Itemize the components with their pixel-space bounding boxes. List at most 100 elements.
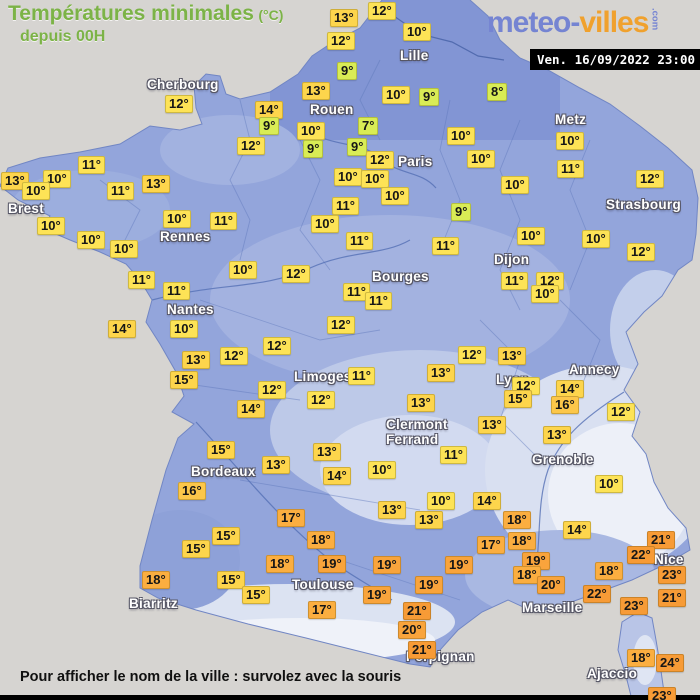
temp-label[interactable]: 10°	[382, 86, 410, 104]
temp-label[interactable]: 24°	[656, 654, 684, 672]
temp-label[interactable]: 23°	[620, 597, 648, 615]
temp-label[interactable]: 9°	[303, 140, 324, 158]
temp-label[interactable]: 13°	[302, 82, 330, 100]
temp-label[interactable]: 13°	[182, 351, 210, 369]
temp-label[interactable]: 13°	[142, 175, 170, 193]
temp-label[interactable]: 10°	[311, 215, 339, 233]
temp-label[interactable]: 10°	[170, 320, 198, 338]
temp-label[interactable]: 10°	[582, 230, 610, 248]
temp-label[interactable]: 10°	[297, 122, 325, 140]
temp-label[interactable]: 10°	[403, 23, 431, 41]
temp-label[interactable]: 13°	[498, 347, 526, 365]
temp-label[interactable]: 15°	[207, 441, 235, 459]
temp-label[interactable]: 13°	[415, 511, 443, 529]
temp-label[interactable]: 10°	[517, 227, 545, 245]
temp-label[interactable]: 9°	[259, 117, 280, 135]
temp-label[interactable]: 10°	[163, 210, 191, 228]
temp-label[interactable]: 12°	[366, 151, 394, 169]
temp-label[interactable]: 12°	[237, 137, 265, 155]
temp-label[interactable]: 11°	[210, 212, 237, 230]
temp-label[interactable]: 15°	[504, 390, 532, 408]
temp-label[interactable]: 12°	[220, 347, 248, 365]
temp-label[interactable]: 21°	[647, 531, 675, 549]
temp-label[interactable]: 13°	[1, 172, 29, 190]
temp-label[interactable]: 14°	[255, 101, 283, 119]
temp-label[interactable]: 11°	[332, 197, 359, 215]
temp-label[interactable]: 10°	[531, 285, 559, 303]
temp-label[interactable]: 12°	[307, 391, 335, 409]
temp-label[interactable]: 10°	[501, 176, 529, 194]
temp-label[interactable]: 9°	[337, 62, 358, 80]
temp-label[interactable]: 10°	[22, 182, 50, 200]
temp-label[interactable]: 18°	[508, 532, 536, 550]
temp-label[interactable]: 12°	[627, 243, 655, 261]
temp-label[interactable]: 13°	[478, 416, 506, 434]
temp-label[interactable]: 10°	[556, 132, 584, 150]
temp-label[interactable]: 18°	[503, 511, 531, 529]
temp-label[interactable]: 12°	[327, 316, 355, 334]
temp-label[interactable]: 21°	[658, 589, 686, 607]
temp-label[interactable]: 10°	[77, 231, 105, 249]
temp-label[interactable]: 12°	[327, 32, 355, 50]
temp-label[interactable]: 11°	[128, 271, 155, 289]
temp-label[interactable]: 23°	[658, 566, 686, 584]
temp-label[interactable]: 16°	[551, 396, 579, 414]
temp-label[interactable]: 15°	[242, 586, 270, 604]
temp-label[interactable]: 10°	[368, 461, 396, 479]
temp-label[interactable]: 20°	[398, 621, 426, 639]
temp-label[interactable]: 17°	[308, 601, 336, 619]
temp-label[interactable]: 19°	[373, 556, 401, 574]
temp-label[interactable]: 15°	[182, 540, 210, 558]
temp-label[interactable]: 15°	[217, 571, 245, 589]
temp-label[interactable]: 21°	[403, 602, 431, 620]
temp-label[interactable]: 19°	[363, 586, 391, 604]
meteo-villes-logo[interactable]: meteo-villes.com	[487, 6, 660, 40]
temp-label[interactable]: 10°	[595, 475, 623, 493]
temp-label[interactable]: 13°	[313, 443, 341, 461]
temp-label[interactable]: 12°	[263, 337, 291, 355]
temp-label[interactable]: 11°	[557, 160, 584, 178]
temp-label[interactable]: 11°	[78, 156, 105, 174]
temp-label[interactable]: 13°	[378, 501, 406, 519]
temp-label[interactable]: 11°	[432, 237, 459, 255]
temp-label[interactable]: 10°	[110, 240, 138, 258]
temp-label[interactable]: 18°	[513, 566, 541, 584]
temp-label[interactable]: 19°	[445, 556, 473, 574]
temp-label[interactable]: 11°	[365, 292, 392, 310]
temp-label[interactable]: 12°	[368, 2, 396, 20]
temp-label[interactable]: 18°	[627, 649, 655, 667]
temp-label[interactable]: 22°	[583, 585, 611, 603]
temp-label[interactable]: 13°	[330, 9, 358, 27]
temp-label[interactable]: 10°	[447, 127, 475, 145]
temp-label[interactable]: 18°	[142, 571, 170, 589]
temp-label[interactable]: 16°	[178, 482, 206, 500]
temp-label[interactable]: 9°	[451, 203, 472, 221]
temp-label[interactable]: 10°	[43, 170, 71, 188]
temp-label[interactable]: 10°	[361, 170, 389, 188]
temp-label[interactable]: 13°	[407, 394, 435, 412]
temp-label[interactable]: 7°	[358, 117, 379, 135]
temp-label[interactable]: 18°	[595, 562, 623, 580]
temp-label[interactable]: 11°	[163, 282, 190, 300]
temp-label[interactable]: 12°	[165, 95, 193, 113]
temp-label[interactable]: 12°	[258, 381, 286, 399]
temp-label[interactable]: 12°	[458, 346, 486, 364]
temp-label[interactable]: 9°	[347, 138, 368, 156]
temp-label[interactable]: 15°	[170, 371, 198, 389]
temp-label[interactable]: 15°	[212, 527, 240, 545]
temp-label[interactable]: 17°	[477, 536, 505, 554]
temp-label[interactable]: 13°	[543, 426, 571, 444]
temp-label[interactable]: 11°	[501, 272, 528, 290]
temp-label[interactable]: 14°	[563, 521, 591, 539]
temp-label[interactable]: 23°	[648, 687, 676, 700]
temp-label[interactable]: 12°	[607, 403, 635, 421]
temp-label[interactable]: 11°	[348, 367, 375, 385]
temp-label[interactable]: 10°	[229, 261, 257, 279]
temp-label[interactable]: 14°	[323, 467, 351, 485]
temp-label[interactable]: 14°	[108, 320, 136, 338]
temp-label[interactable]: 9°	[419, 88, 440, 106]
temp-label[interactable]: 10°	[381, 187, 409, 205]
temp-label[interactable]: 18°	[307, 531, 335, 549]
temp-label[interactable]: 11°	[440, 446, 467, 464]
